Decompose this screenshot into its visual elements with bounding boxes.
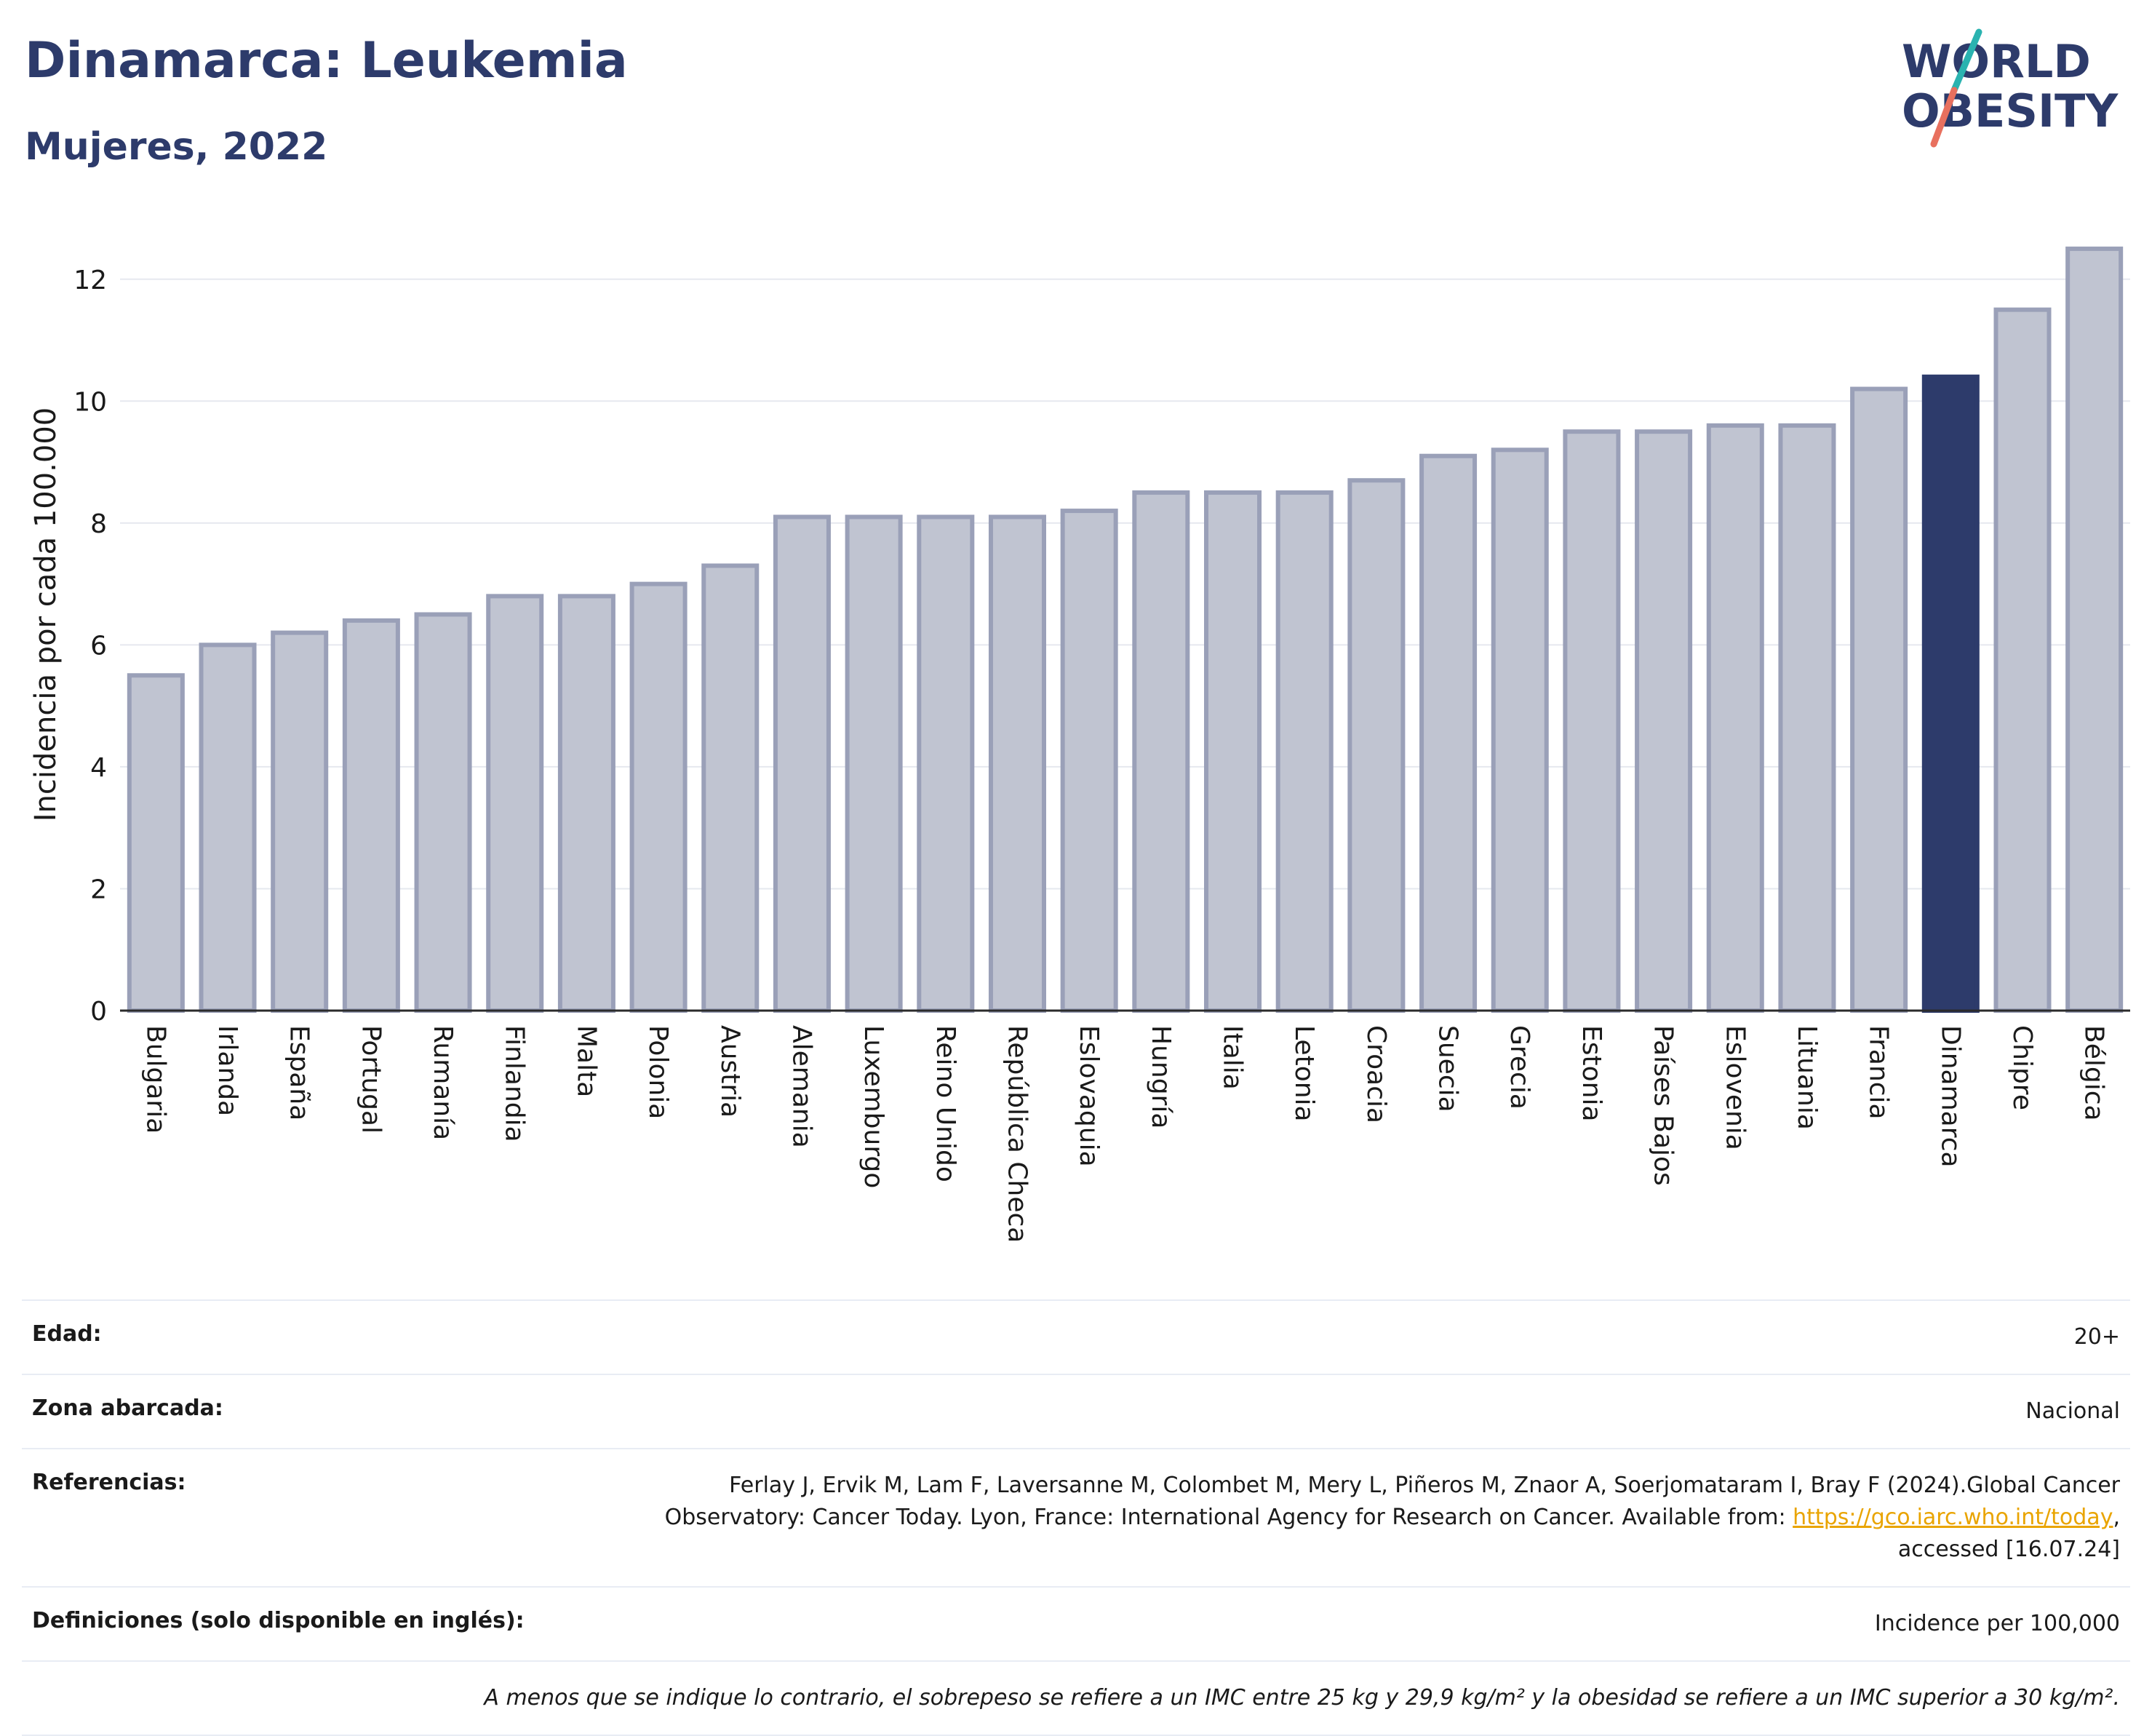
x-tick-label: Italia <box>1218 1025 1248 1090</box>
definitions-value: Incidence per 100,000 <box>1874 1611 2120 1636</box>
x-tick-label: Bulgaria <box>140 1025 170 1134</box>
bar-españa <box>271 630 329 1013</box>
x-tick-label: Suecia <box>1433 1025 1463 1112</box>
meta-row-references: Referencias: Ferlay J, Ervik M, Lam F, L… <box>22 1448 2130 1586</box>
x-tick-labels: Bulgaria Irlanda España Portugal Rumanía Finl… <box>140 1025 2108 1243</box>
bar-países-bajos <box>1635 429 1693 1013</box>
x-tick-label: Eslovenia <box>1720 1025 1750 1150</box>
age-value: 20+ <box>2073 1324 2120 1350</box>
bar-chipre <box>1993 307 2052 1013</box>
x-tick-label: España <box>284 1025 314 1120</box>
bar-luxemburgo <box>845 514 903 1013</box>
bar-reino-unido <box>917 514 975 1013</box>
bar-bélgica <box>2065 246 2124 1013</box>
x-tick-label: Eslovaquia <box>1074 1025 1104 1167</box>
bar-hungría <box>1132 490 1190 1013</box>
y-tick-label: 12 <box>73 266 107 295</box>
bar-irlanda <box>199 642 257 1014</box>
y-tick-label: 8 <box>90 509 107 539</box>
bar-eslovenia <box>1706 423 1764 1013</box>
bar-bulgaria <box>127 673 185 1013</box>
area-value: Nacional <box>2025 1398 2120 1424</box>
bar-rumanía <box>414 612 472 1013</box>
logo-slash-bottom <box>1930 87 1958 148</box>
references-text-2: , accessed [16.07.24] <box>1897 1505 2120 1562</box>
page-subtitle: Mujeres, 2022 <box>25 125 328 169</box>
references-label: Referencias: <box>32 1470 186 1495</box>
chart-bars <box>127 246 2124 1014</box>
x-tick-label: Malta <box>571 1025 601 1097</box>
x-tick-label: República Checa <box>1002 1025 1032 1243</box>
y-tick-label: 6 <box>90 631 107 661</box>
meta-row-note: A menos que se indique lo contrario, el … <box>22 1660 2130 1736</box>
bar-austria <box>701 563 760 1013</box>
x-tick-label: Luxemburgo <box>858 1025 888 1188</box>
bar-italia <box>1204 490 1262 1013</box>
x-tick-label: Rumanía <box>428 1025 458 1140</box>
metadata-table: Edad: 20+ Zona abarcada: Nacional Refere… <box>22 1299 2130 1736</box>
y-tick-label: 4 <box>90 753 107 783</box>
x-tick-label: Lituania <box>1792 1025 1822 1130</box>
meta-row-definitions: Definiciones (solo disponible en inglés)… <box>22 1586 2130 1660</box>
bar-francia <box>1850 386 1908 1013</box>
references-text-1: Ferlay J, Ervik M, Lam F, Laversanne M, … <box>664 1473 2120 1530</box>
bar-polonia <box>629 581 688 1013</box>
x-tick-label: Irlanda <box>212 1025 242 1116</box>
bar-estonia <box>1563 429 1621 1013</box>
meta-row-area: Zona abarcada: Nacional <box>22 1374 2130 1448</box>
y-tick-label: 10 <box>73 387 107 417</box>
x-tick-label: Estonia <box>1577 1025 1606 1122</box>
x-tick-label: Francia <box>1864 1025 1894 1120</box>
x-tick-label: Reino Unido <box>930 1025 960 1182</box>
bar-dinamarca <box>1921 374 1980 1013</box>
bar-alemania <box>773 514 831 1013</box>
bar-finlandia <box>486 594 544 1013</box>
bar-malta <box>557 594 615 1013</box>
bar-chart: 0 2 4 6 8 10 12 Bulgaria Irlanda España Portugal R… <box>29 246 2130 1243</box>
bar-eslovaquia <box>1060 509 1118 1013</box>
age-label: Edad: <box>32 1321 102 1347</box>
x-tick-label: Croacia <box>1361 1025 1391 1123</box>
meta-row-age: Edad: 20+ <box>22 1299 2130 1374</box>
x-tick-label: Hungría <box>1146 1025 1176 1128</box>
logo-slash-top <box>1950 28 1982 94</box>
bar-grecia <box>1491 447 1549 1013</box>
x-tick-label: Polonia <box>643 1025 673 1119</box>
definitions-label: Definiciones (solo disponible en inglés)… <box>32 1608 525 1633</box>
x-tick-label: Chipre <box>2007 1025 2037 1110</box>
logo-line1: WORLD <box>1902 35 2091 88</box>
x-tick-label: Grecia <box>1505 1025 1534 1110</box>
bar-república-checa <box>988 514 1046 1013</box>
bar-portugal <box>342 618 400 1013</box>
y-tick-labels: 0 2 4 6 8 10 12 <box>73 266 107 1027</box>
x-tick-label: Portugal <box>356 1025 386 1134</box>
page-title: Dinamarca: Leukemia <box>25 32 628 89</box>
x-tick-label: Países Bajos <box>1649 1025 1678 1186</box>
y-tick-label: 0 <box>90 997 107 1027</box>
x-tick-label: Bélgica <box>2079 1025 2109 1121</box>
bar-croacia <box>1347 478 1406 1013</box>
x-tick-label: Dinamarca <box>1935 1025 1965 1168</box>
bar-suecia <box>1419 453 1478 1013</box>
y-tick-label: 2 <box>90 875 107 904</box>
footnote: A menos que se indique lo contrario, el … <box>484 1685 2120 1711</box>
world-obesity-logo: WORLD OBESITY <box>1902 28 2119 148</box>
x-tick-label: Letonia <box>1289 1025 1319 1122</box>
x-tick-label: Finlandia <box>500 1025 530 1142</box>
bar-letonia <box>1275 490 1334 1013</box>
bar-lituania <box>1778 423 1836 1013</box>
x-tick-label: Austria <box>715 1025 745 1118</box>
references-link[interactable]: https://gco.iarc.who.int/today <box>1793 1505 2113 1530</box>
x-tick-label: Alemania <box>786 1025 816 1148</box>
y-axis-title: Incidencia por cada 100.000 <box>29 407 63 822</box>
area-label: Zona abarcada: <box>32 1395 223 1421</box>
references-value: Ferlay J, Ervik M, Lam F, Laversanne M, … <box>592 1470 2120 1566</box>
